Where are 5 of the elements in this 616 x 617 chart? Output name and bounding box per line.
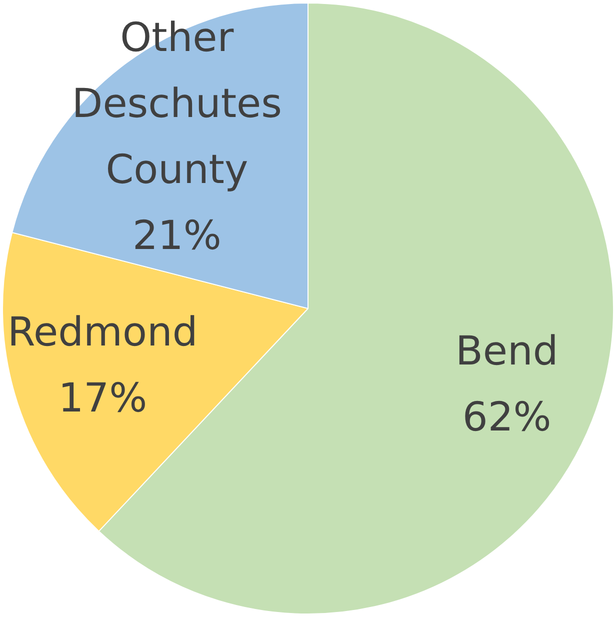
data-label: 21% (132, 212, 222, 259)
slice-label: Redmond (8, 310, 198, 356)
data-label: 62% (462, 394, 552, 441)
data-label: 17% (58, 376, 148, 422)
slice-label: Bend (455, 328, 558, 375)
